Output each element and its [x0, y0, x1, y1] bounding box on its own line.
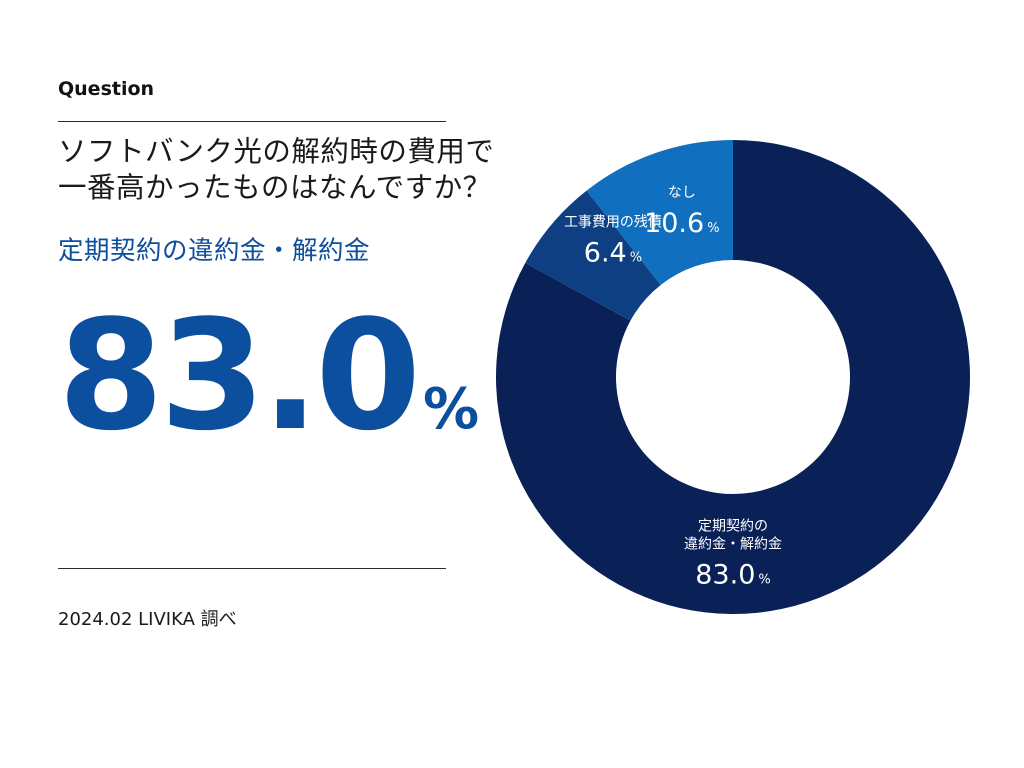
slice-name-label: なし — [668, 185, 696, 201]
slice-name-label: 定期契約の — [698, 519, 768, 535]
source-note: 2024.02 LIVIKA 調べ — [58, 609, 237, 630]
slice-value-label: 83.0% — [695, 560, 770, 591]
top-divider — [58, 121, 446, 122]
slice-value-label: 10.6% — [644, 208, 719, 239]
slice-value-label: 6.4% — [584, 237, 642, 268]
question-line-2: 一番高かったものはなんですか？ — [58, 171, 492, 204]
slice-name-label: 工事費用の残債 — [564, 214, 662, 230]
question-text: ソフトバンク光の解約時の費用で 一番高かったものはなんですか？ — [58, 134, 528, 206]
answer-value: 83.0 — [58, 287, 421, 464]
slice-name-label: 違約金・解約金 — [684, 537, 782, 553]
donut-slice-2 — [525, 190, 661, 321]
answer-percentage: 83.0 % — [58, 296, 479, 456]
question-label: Question — [58, 78, 155, 100]
question-line-1: ソフトバンク光の解約時の費用で — [58, 135, 495, 168]
answer-label: 定期契約の違約金・解約金 — [58, 236, 371, 266]
donut-slice-3 — [586, 140, 733, 286]
bottom-divider — [58, 568, 446, 569]
donut-slice-1 — [496, 140, 970, 614]
answer-unit: % — [423, 377, 480, 442]
donut-chart: 定期契約の違約金・解約金 83.0 % 工事費用の残債 6.4 % なし 10.6% — [496, 140, 970, 614]
